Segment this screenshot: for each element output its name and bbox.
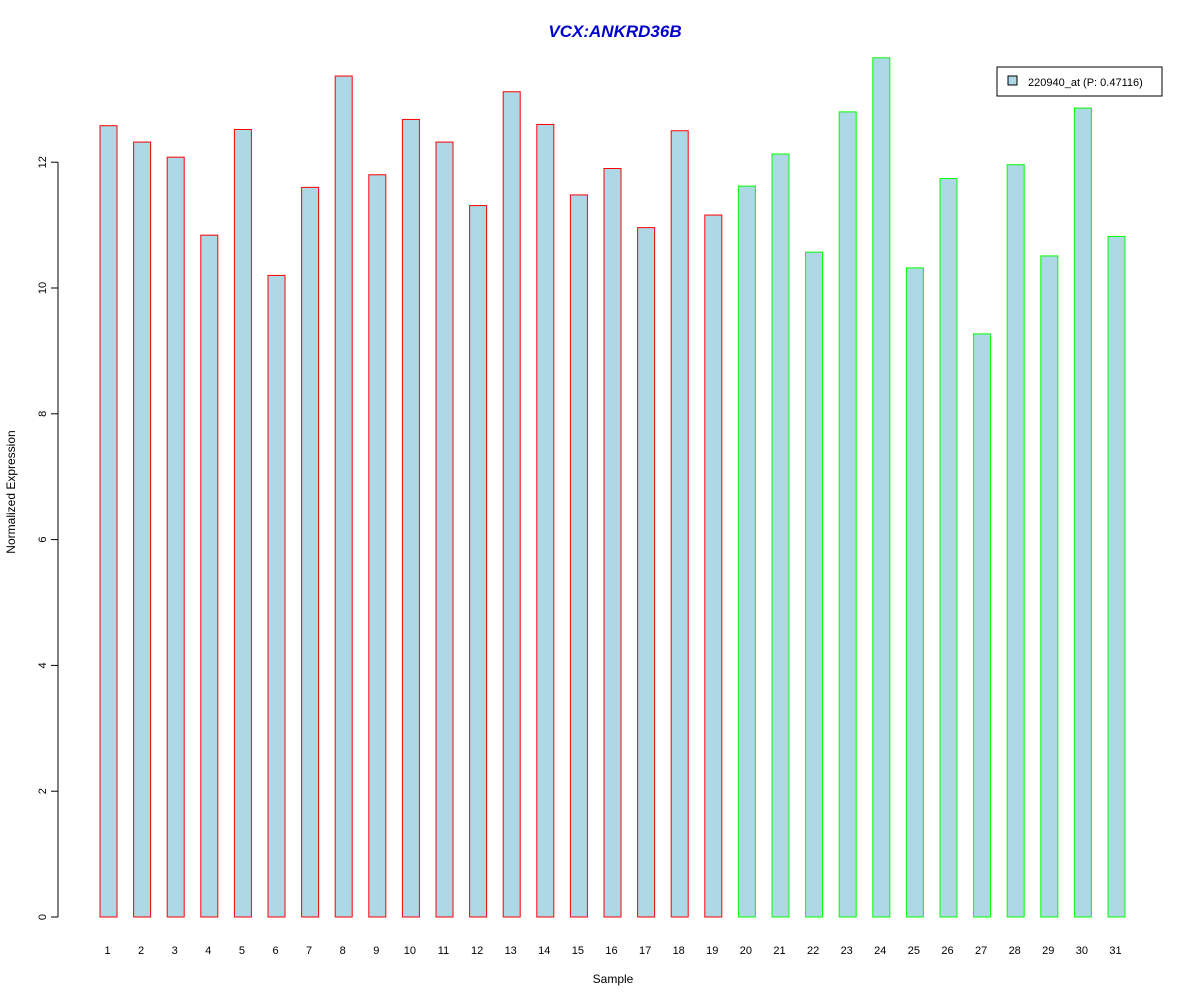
x-tick-label: 18 bbox=[673, 945, 685, 957]
bar bbox=[368, 174, 387, 918]
chart-title: VCX:ANKRD36B bbox=[548, 22, 681, 41]
x-tick-label: 23 bbox=[841, 945, 853, 957]
x-tick-label: 30 bbox=[1076, 945, 1088, 957]
bar bbox=[771, 153, 790, 918]
y-tick-label: 10 bbox=[37, 282, 49, 294]
x-tick-label: 31 bbox=[1109, 945, 1121, 957]
y-tick-label: 0 bbox=[37, 914, 49, 920]
x-tick-label: 7 bbox=[306, 945, 312, 957]
y-tick-label: 4 bbox=[37, 662, 49, 668]
x-tick-label: 28 bbox=[1009, 945, 1021, 957]
bar bbox=[536, 123, 555, 918]
y-axis-label: Normalized Expression bbox=[4, 430, 18, 553]
bar bbox=[872, 57, 891, 918]
bar bbox=[1073, 107, 1092, 918]
x-tick-label: 26 bbox=[941, 945, 953, 957]
bar bbox=[133, 141, 152, 918]
y-tick-label: 8 bbox=[37, 411, 49, 417]
x-tick-label: 22 bbox=[807, 945, 819, 957]
bar bbox=[905, 267, 924, 918]
bar bbox=[502, 91, 521, 918]
bar bbox=[469, 205, 488, 918]
x-tick-label: 17 bbox=[639, 945, 651, 957]
legend-box bbox=[996, 66, 1163, 97]
x-tick-label: 3 bbox=[172, 945, 178, 957]
bar bbox=[637, 227, 656, 918]
x-tick-label: 15 bbox=[572, 945, 584, 957]
x-tick-label: 8 bbox=[340, 945, 346, 957]
bar bbox=[99, 125, 118, 918]
bar bbox=[670, 130, 689, 918]
x-tick-label: 9 bbox=[373, 945, 379, 957]
bar bbox=[1006, 164, 1025, 918]
x-tick-label: 20 bbox=[740, 945, 752, 957]
x-tick-label: 11 bbox=[438, 945, 449, 957]
bar bbox=[166, 156, 185, 918]
x-tick-label: 21 bbox=[773, 945, 785, 957]
y-axis: 0 2 4 6 8 10 12 bbox=[37, 156, 59, 920]
y-tick-label: 6 bbox=[37, 537, 49, 543]
x-tick-label: 4 bbox=[205, 945, 211, 957]
bar bbox=[233, 128, 252, 918]
bar bbox=[805, 251, 824, 918]
bar bbox=[267, 274, 286, 918]
bar bbox=[838, 111, 857, 918]
x-tick-label: 10 bbox=[404, 945, 416, 957]
bar bbox=[603, 167, 622, 918]
bar bbox=[334, 75, 353, 918]
legend: 220940_at (P: 0.47116) bbox=[996, 66, 1163, 97]
x-tick-label: 29 bbox=[1042, 945, 1054, 957]
x-tick-label: 19 bbox=[706, 945, 718, 957]
x-tick-label: 27 bbox=[975, 945, 987, 957]
bar bbox=[973, 333, 992, 918]
x-tick-label: 12 bbox=[471, 945, 483, 957]
x-tick-label: 1 bbox=[104, 945, 110, 957]
x-tick-labels: 1 2 3 4 5 6 7 8 9 10 11 12 13 14 15 16 17 18 19 20 21 22 23 24 2… bbox=[104, 945, 1121, 957]
legend-swatch bbox=[1007, 75, 1018, 86]
x-tick-label: 14 bbox=[538, 945, 550, 957]
bar bbox=[301, 186, 320, 918]
bar bbox=[939, 178, 958, 918]
x-tick-label: 25 bbox=[908, 945, 920, 957]
bar bbox=[200, 234, 219, 918]
x-tick-label: 6 bbox=[272, 945, 278, 957]
x-tick-label: 24 bbox=[874, 945, 886, 957]
x-tick-label: 5 bbox=[239, 945, 245, 957]
bar bbox=[1107, 235, 1126, 918]
bar bbox=[401, 118, 420, 918]
bar bbox=[737, 185, 756, 918]
legend-entry: 220940_at (P: 0.47116) bbox=[1028, 77, 1143, 89]
bar bbox=[1040, 255, 1059, 918]
y-tick-label: 12 bbox=[37, 156, 49, 168]
x-tick-label: 16 bbox=[605, 945, 617, 957]
x-tick-label: 13 bbox=[505, 945, 517, 957]
bar bbox=[704, 214, 723, 918]
bars bbox=[99, 57, 1126, 918]
y-tick-label: 2 bbox=[37, 788, 49, 794]
bar bbox=[435, 141, 454, 918]
bar bbox=[569, 194, 588, 918]
x-tick-label: 2 bbox=[138, 945, 144, 957]
x-axis-label: Sample bbox=[593, 972, 634, 986]
